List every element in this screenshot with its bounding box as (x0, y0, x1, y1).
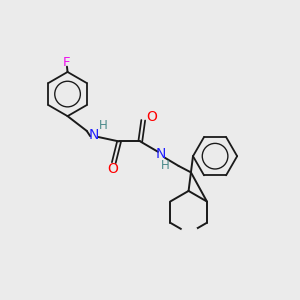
Text: O: O (183, 227, 194, 241)
Text: O: O (146, 110, 157, 124)
Text: N: N (89, 128, 99, 142)
Text: H: H (161, 158, 170, 172)
Text: N: N (155, 147, 166, 161)
Text: F: F (62, 56, 70, 69)
Text: O: O (107, 162, 118, 176)
Text: H: H (98, 119, 107, 132)
